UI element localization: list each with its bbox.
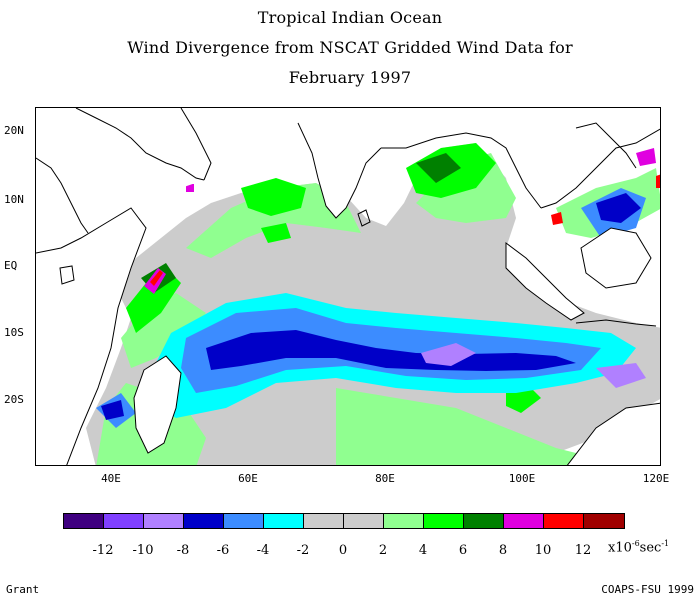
land-india [298,108,381,218]
lat-label: 20N [4,124,24,137]
coast-persian-gulf [180,108,212,181]
coast-lake [59,265,75,285]
lon-label: 100E [508,472,536,485]
coast-bay-of-bengal [381,132,542,209]
coast-australia [566,402,660,465]
lon-label: 120E [642,472,670,485]
colorbar-swatch [424,514,464,528]
lat-label: 20S [4,393,24,406]
colorbar-tick-label: -4 [256,543,270,558]
colorbar-tick-label: 8 [498,543,508,558]
region-blue [101,400,124,420]
colorbar-swatch [584,514,624,528]
footer-credit: COAPS-FSU 1999 [601,583,694,596]
region-red [551,212,563,225]
colorbar-tick-label: -2 [296,543,310,558]
colorbar-swatch [104,514,144,528]
footer-author: Grant [6,583,40,596]
region-light-green [121,293,206,368]
colorbar-unit: x10-6sec-1 [608,539,669,555]
lon-label: 60E [238,472,258,485]
land-madagascar [134,356,181,453]
colorbar-tick-label: -6 [216,543,230,558]
region-blue [596,193,641,223]
colorbar-tick-label: -12 [92,543,114,558]
region-red [150,270,163,286]
map-frame [35,107,661,466]
colorbar-swatch [464,514,504,528]
region-magenta [186,184,194,192]
colorbar-swatch [544,514,584,528]
colorbar-tick-label: -8 [176,543,190,558]
lon-label: 80E [375,472,395,485]
colorbar-swatch [504,514,544,528]
region-blue [206,330,576,371]
colorbar-tick-label: 12 [574,543,592,558]
land-arabia [36,108,211,253]
lon-label: 40E [101,472,121,485]
region-green [241,178,306,216]
land-borneo [581,228,651,288]
coast-madagascar [133,355,182,454]
lat-label: 10N [4,193,24,206]
coast-arabia [75,108,205,181]
land-africa [36,208,146,465]
title-line-2: Wind Divergence from NSCAT Gridded Wind … [127,38,573,57]
colorbar-tick-label: 2 [378,543,388,558]
lat-label: 10S [4,326,24,339]
colorbar-tick-label: 0 [338,543,348,558]
coast-sri-lanka [357,209,371,227]
region-dark-green [416,153,461,183]
colorbar-swatch [64,514,104,528]
region-lavender [596,363,646,388]
coast-borneo [580,227,652,289]
land-sumatra [506,243,584,320]
coast-java [575,319,657,327]
region-light-green [186,183,361,258]
coast-india [297,122,382,219]
colorbar-swatch [344,514,384,528]
region-green [261,223,291,243]
region-red [656,174,660,188]
region-magenta [636,148,656,166]
colorbar-tick-label: 4 [418,543,428,558]
region-lavender [421,343,476,366]
colorbar-swatch [144,514,184,528]
colorbar-swatch [264,514,304,528]
colorbar-tick-label: 6 [458,543,468,558]
region-green [126,268,181,333]
colorbar-swatch [184,514,224,528]
unit-mid: sec [639,540,662,556]
colorbar-swatch [224,514,264,528]
coast-malay [540,128,660,209]
colorbar [63,513,625,529]
divergence-map [36,108,660,465]
colorbar-tick-label: -10 [132,543,154,558]
coast-africa [36,207,147,465]
land-asia [381,108,660,208]
colorbar-swatch [304,514,344,528]
colorbar-tick-label: 10 [534,543,552,558]
coast-sumatra [505,242,585,321]
land-australia [567,403,660,465]
unit-exponent-2: -1 [661,539,670,548]
coast-red-sea [36,157,89,234]
lat-label: EQ [4,259,18,272]
colorbar-swatch [384,514,424,528]
title-line-3: February 1997 [288,68,412,87]
region-light-green [336,388,596,465]
unit-prefix: x10 [608,540,632,556]
unit-exponent-1: -6 [631,539,640,548]
title-line-1: Tropical Indian Ocean [257,8,443,27]
coast-indochina [575,122,637,169]
